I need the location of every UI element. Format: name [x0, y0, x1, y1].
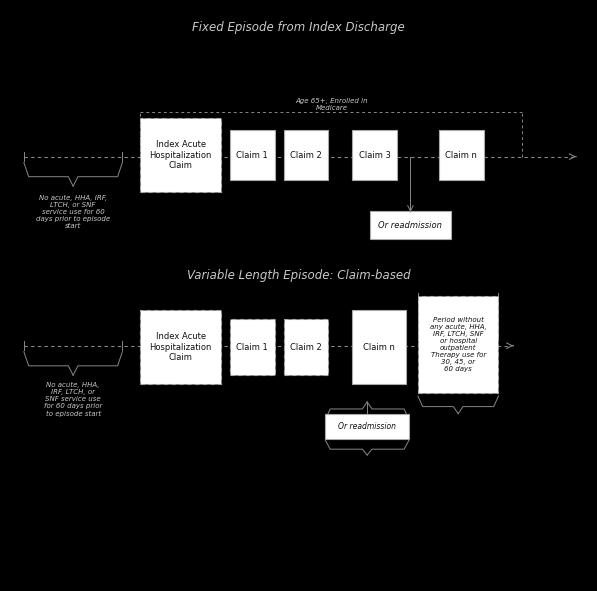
Text: Variable Length Episode: Claim-based: Variable Length Episode: Claim-based: [187, 269, 410, 282]
FancyBboxPatch shape: [230, 130, 275, 180]
Text: Claim 2: Claim 2: [290, 151, 322, 160]
Text: Index Acute
Hospitalization
Claim: Index Acute Hospitalization Claim: [149, 332, 212, 362]
FancyBboxPatch shape: [352, 310, 406, 384]
FancyBboxPatch shape: [418, 296, 498, 393]
Text: Or readmission: Or readmission: [378, 220, 442, 230]
Text: Fixed Episode from Index Discharge: Fixed Episode from Index Discharge: [192, 21, 405, 34]
Text: No acute, HHA,
IRF, LTCH, or
SNF service use
for 60 days prior
to episode start: No acute, HHA, IRF, LTCH, or SNF service…: [44, 382, 102, 417]
FancyBboxPatch shape: [140, 118, 221, 192]
Text: Claim 1: Claim 1: [236, 343, 268, 352]
Text: Age 65+, Enrolled in
Medicare: Age 65+, Enrolled in Medicare: [295, 98, 368, 111]
Text: Claim 3: Claim 3: [359, 151, 390, 160]
Text: Claim n: Claim n: [363, 343, 395, 352]
Text: Period without
any acute, HHA,
IRF, LTCH, SNF
or hospital
outpatient
Therapy use: Period without any acute, HHA, IRF, LTCH…: [430, 317, 487, 372]
Text: Claim 2: Claim 2: [290, 343, 322, 352]
Text: Or readmission: Or readmission: [338, 421, 396, 431]
FancyBboxPatch shape: [230, 319, 275, 375]
FancyBboxPatch shape: [352, 130, 397, 180]
FancyBboxPatch shape: [370, 211, 451, 239]
FancyBboxPatch shape: [284, 130, 328, 180]
FancyBboxPatch shape: [284, 319, 328, 375]
Text: No acute, HHA, IRF,
LTCH, or SNF
service use for 60
days prior to episode
start: No acute, HHA, IRF, LTCH, or SNF service…: [36, 195, 110, 229]
Text: Claim 1: Claim 1: [236, 151, 268, 160]
Text: Index Acute
Hospitalization
Claim: Index Acute Hospitalization Claim: [149, 140, 212, 170]
FancyBboxPatch shape: [325, 414, 409, 439]
Text: Claim n: Claim n: [445, 151, 477, 160]
FancyBboxPatch shape: [439, 130, 484, 180]
FancyBboxPatch shape: [140, 310, 221, 384]
